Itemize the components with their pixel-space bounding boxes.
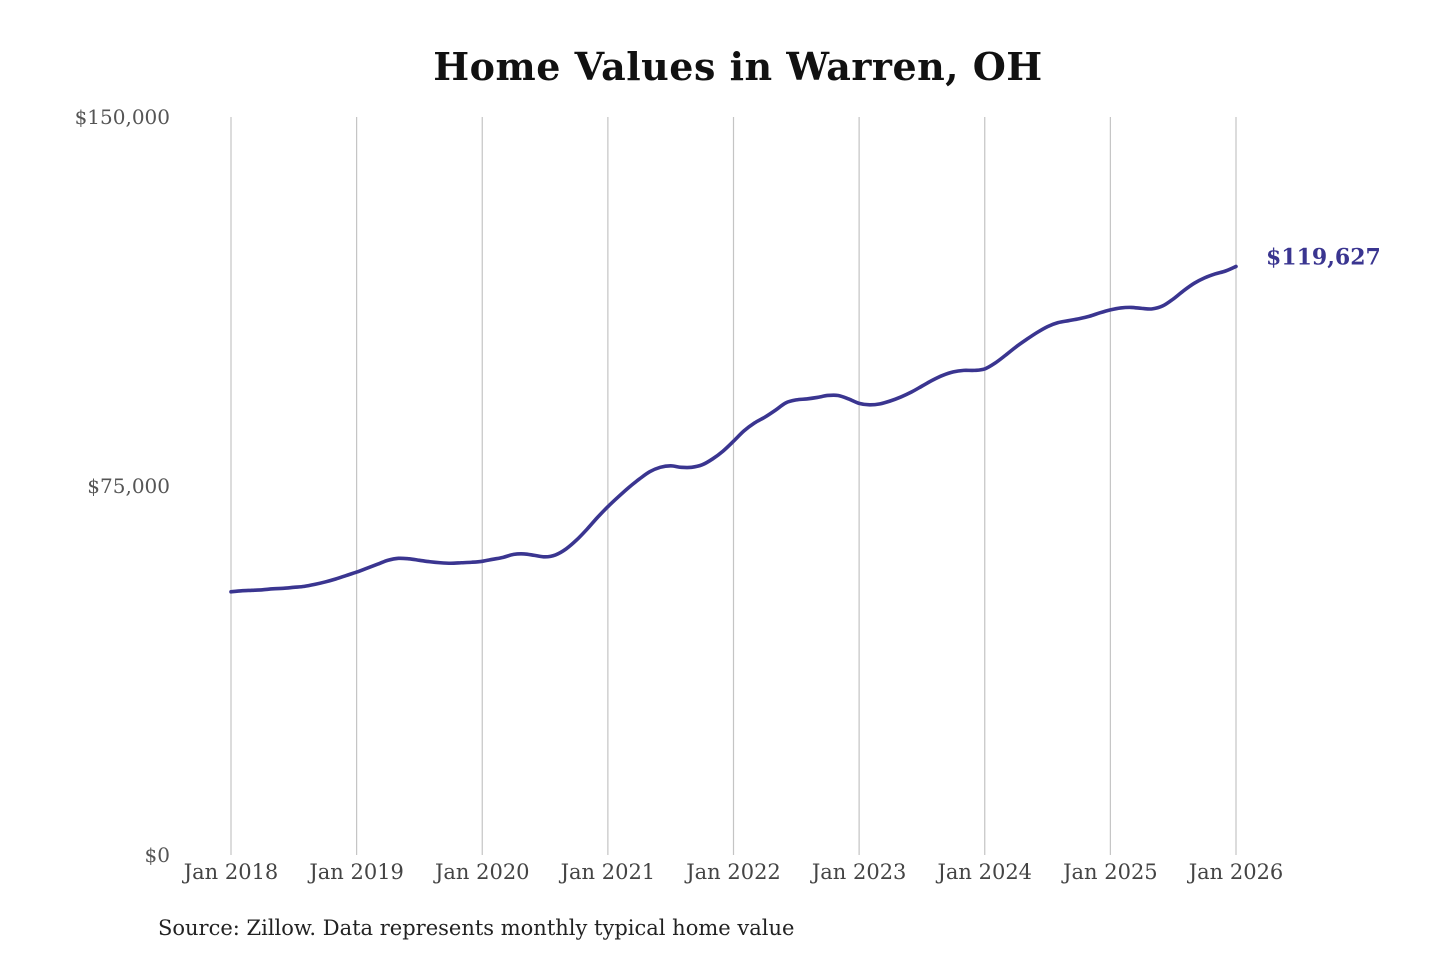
y-tick-label: $150,000 (75, 105, 170, 129)
x-tick-label: Jan 2021 (559, 860, 656, 884)
x-tick-label: Jan 2023 (810, 860, 907, 884)
series-layer (229, 264, 1238, 594)
x-axis-ticks: Jan 2018 Jan 2019 Jan 2020 Jan 2021 Jan 2022… (182, 860, 1284, 884)
y-tick-label: $75,000 (87, 474, 170, 498)
x-tick-label: Jan 2024 (935, 860, 1032, 884)
x-tick-label: Jan 2020 (433, 860, 530, 884)
x-tick-label: Jan 2025 (1061, 860, 1158, 884)
annotations: $119,627 (1266, 244, 1381, 270)
chart-title: Home Values in Warren, OH (433, 44, 1043, 89)
x-tick-label: Jan 2018 (182, 860, 279, 884)
x-tick-label: Jan 2022 (684, 860, 781, 884)
series-line-0 (229, 264, 1238, 594)
y-axis-ticks: $0 $75,000 $150,000 (75, 105, 170, 867)
x-tick-label: Jan 2019 (307, 860, 404, 884)
y-tick-label: $0 (145, 843, 170, 867)
x-tick-label: Jan 2026 (1187, 860, 1284, 884)
source-note: Source: Zillow. Data represents monthly … (158, 916, 795, 940)
last-value-label: $119,627 (1266, 244, 1381, 270)
gridlines (230, 117, 1237, 855)
